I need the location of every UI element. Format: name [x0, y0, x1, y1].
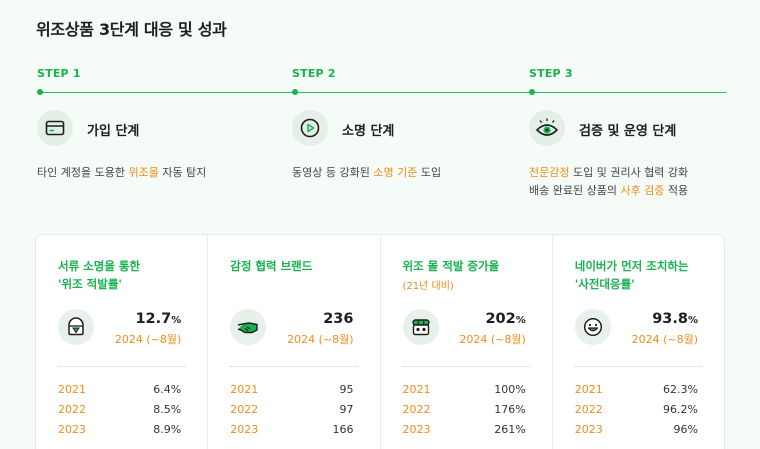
card-subtitle: (21년 대비)	[402, 281, 454, 292]
stats-panel: 서류 소명을 통한 '위조 적발률' 12.7% 2024 (~8월) 2021…	[35, 234, 725, 449]
store-icon	[402, 309, 439, 345]
stat-period: 2024 (~8월)	[459, 333, 526, 346]
eye-icon	[529, 110, 565, 146]
stat-card-detection-rate: 서류 소명을 통한 '위조 적발률' 12.7% 2024 (~8월) 2021…	[36, 235, 209, 449]
card-title: 위조 몰 적발 증가율	[402, 259, 500, 273]
step-description: 동영상 등 강화된 소명 기준 도입	[292, 164, 441, 182]
step-label: STEP 2	[292, 67, 336, 80]
step-title: 가입 단계	[87, 124, 140, 139]
divider	[574, 366, 702, 367]
stat-value: 12.7%	[135, 311, 182, 327]
page-title: 위조상품 3단계 대응 및 성과	[36, 20, 227, 39]
description-text: 배송 완료된 상품의	[529, 184, 621, 197]
description-text: 도입	[417, 166, 442, 179]
handshake-icon	[230, 309, 267, 345]
stat-card-proactive-rate: 네이버가 먼저 조치하는 '사전대응률' 93.8% 2024 (~8월) 20…	[553, 235, 724, 449]
step-description-line: 동영상 등 강화된 소명 기준 도입	[292, 164, 441, 182]
stat-value: 93.8%	[652, 311, 698, 327]
highlight-text: 위조몰	[128, 166, 159, 179]
step-description-line: 배송 완료된 상품의 사후 검증 적용	[529, 182, 688, 200]
timeline-dot	[292, 89, 298, 95]
step-description-line: 타인 계정을 도용한 위조몰 자동 탐지	[37, 164, 206, 182]
highlight-text: 사후 검증	[620, 184, 665, 197]
timeline-dot	[37, 89, 43, 95]
play-icon	[292, 110, 328, 146]
stat-value: 202%	[485, 311, 526, 327]
description-text: 동영상 등 강화된	[292, 166, 374, 179]
stat-period: 2024 (~8월)	[114, 333, 182, 346]
divider	[230, 366, 358, 367]
step-label: STEP 3	[529, 67, 573, 80]
card-title: 서류 소명을 통한 '위조 적발률'	[58, 259, 141, 291]
stat-card-detection-growth: 위조 몰 적발 증가율 (21년 대비) 202% 2024 (~8월) 202…	[381, 235, 553, 449]
divider	[58, 366, 186, 367]
history-row: 2021 95	[230, 383, 354, 396]
card-title: 감정 협력 브랜드	[230, 259, 313, 273]
stat-period: 2024 (~8월)	[631, 333, 698, 346]
highlight-text: 소명 기준	[373, 166, 418, 179]
step-description: 타인 계정을 도용한 위조몰 자동 탐지	[37, 164, 206, 182]
history-row: 2021 6.4%	[58, 383, 182, 396]
history-row: 2023 166	[230, 423, 354, 436]
step-description: 전문감정 도입 및 권리사 협력 강화 배송 완료된 상품의 사후 검증 적용	[529, 164, 688, 200]
step-label: STEP 1	[37, 67, 81, 80]
stat-card-partner-brands: 감정 협력 브랜드 236 2024 (~8월) 2021 95 2022 97…	[208, 235, 381, 449]
history-row: 2021 62.3%	[574, 383, 698, 396]
step-title: 소명 단계	[342, 124, 395, 139]
description-text: 도입 및 권리사 협력 강화	[569, 166, 689, 179]
step-title: 검증 및 운영 단계	[579, 124, 677, 139]
history-row: 2023 96%	[574, 423, 698, 436]
divider	[402, 366, 530, 367]
smile-icon	[574, 309, 611, 345]
card-title: 네이버가 먼저 조치하는 '사전대응률'	[574, 259, 689, 291]
history-row: 2022 97	[230, 403, 354, 416]
timeline-line	[38, 92, 726, 93]
timeline-dot	[529, 89, 535, 95]
description-text: 자동 탐지	[158, 166, 207, 179]
highlight-text: 전문감정	[529, 166, 570, 179]
stat-period: 2024 (~8월)	[287, 333, 354, 346]
step-description-line: 전문감정 도입 및 권리사 협력 강화	[529, 164, 688, 182]
history-row: 2022 96.2%	[574, 403, 698, 416]
description-text: 적용	[664, 184, 689, 197]
card-icon	[37, 110, 73, 146]
history-row: 2022 176%	[402, 403, 526, 416]
history-row: 2021 100%	[402, 383, 526, 396]
history-row: 2022 8.5%	[58, 403, 182, 416]
shield-badge-icon	[58, 309, 94, 345]
description-text: 타인 계정을 도용한	[37, 166, 129, 179]
history-row: 2023 261%	[402, 423, 526, 436]
history-row: 2023 8.9%	[58, 423, 182, 436]
stat-value: 236	[323, 311, 354, 327]
